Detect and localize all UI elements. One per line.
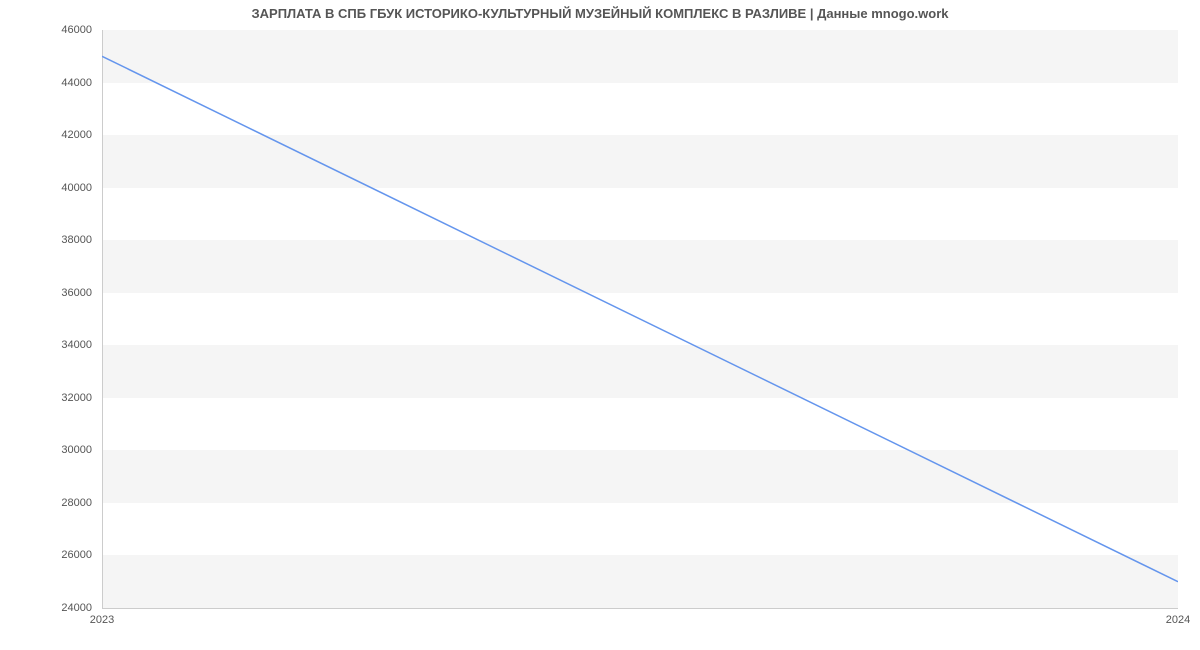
y-tick-label: 38000 [61,234,92,246]
y-tick-label: 24000 [61,602,92,614]
y-tick-label: 32000 [61,392,92,404]
x-axis-labels: 20232024 [102,612,1178,632]
x-tick-label: 2023 [90,614,114,626]
y-tick-label: 34000 [61,339,92,351]
y-tick-label: 44000 [61,77,92,89]
y-tick-label: 30000 [61,444,92,456]
y-tick-label: 46000 [61,24,92,36]
series-line [102,56,1178,581]
chart-title: ЗАРПЛАТА В СПБ ГБУК ИСТОРИКО-КУЛЬТУРНЫЙ … [0,6,1200,21]
plot-area [102,30,1178,608]
x-tick-label: 2024 [1166,614,1190,626]
y-axis-labels: 2400026000280003000032000340003600038000… [0,30,96,608]
y-tick-label: 28000 [61,497,92,509]
y-tick-label: 26000 [61,549,92,561]
y-tick-label: 42000 [61,129,92,141]
chart-series [102,30,1178,608]
y-tick-label: 40000 [61,182,92,194]
chart-container: ЗАРПЛАТА В СПБ ГБУК ИСТОРИКО-КУЛЬТУРНЫЙ … [0,0,1200,650]
y-tick-label: 36000 [61,287,92,299]
